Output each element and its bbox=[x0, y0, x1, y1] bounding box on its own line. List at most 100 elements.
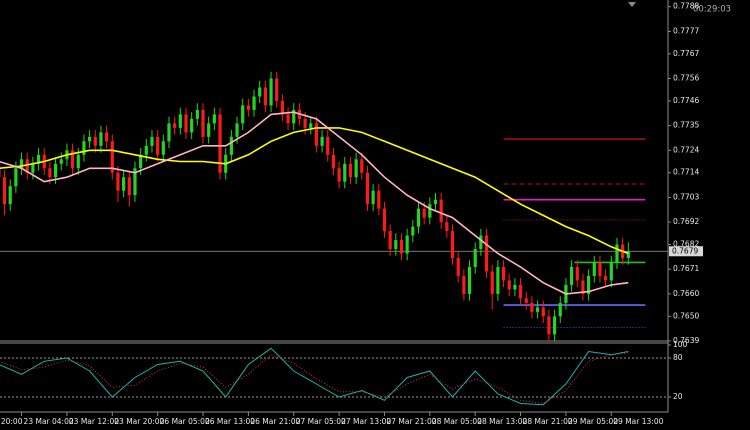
candle-body bbox=[541, 307, 545, 317]
candle-body bbox=[14, 168, 18, 187]
y-tick-label: 0.7714 bbox=[673, 168, 699, 177]
candle-body bbox=[161, 141, 165, 155]
last-price-label: 0.7679 bbox=[672, 246, 698, 255]
candle-body bbox=[36, 154, 41, 164]
candle-body bbox=[263, 87, 267, 106]
candle-body bbox=[195, 109, 199, 119]
y-tick-label: 0.7777 bbox=[673, 26, 699, 35]
candle-body bbox=[19, 159, 24, 169]
y-tick-label: 0.7650 bbox=[673, 311, 699, 320]
x-tick-label: 29 Mar 05:00 bbox=[568, 417, 618, 426]
y-tick-label: 0.7767 bbox=[673, 49, 699, 58]
candle-body bbox=[326, 136, 330, 155]
last-price-box bbox=[669, 246, 703, 257]
candle-body bbox=[456, 257, 460, 276]
candle-body bbox=[110, 141, 114, 173]
candle-body bbox=[178, 114, 182, 128]
server-clock: 00:29:03 bbox=[693, 5, 731, 15]
candle-body bbox=[252, 96, 256, 110]
y-tick-label: 0.7639 bbox=[673, 336, 699, 345]
candle-body bbox=[218, 114, 222, 173]
candle-body bbox=[479, 235, 483, 250]
candle-body bbox=[133, 168, 137, 196]
y-tick-label: 80 bbox=[673, 353, 683, 362]
candle-body bbox=[501, 266, 506, 281]
candle-body bbox=[207, 123, 211, 137]
candle-body bbox=[8, 186, 12, 205]
candle-body bbox=[428, 204, 432, 218]
y-tick-label: 0.7788 bbox=[673, 2, 699, 11]
x-tick-label: 23 Mar 20:00 bbox=[114, 417, 164, 426]
candle-body bbox=[382, 208, 387, 232]
candle-body bbox=[59, 159, 63, 164]
candle-body bbox=[371, 190, 375, 205]
candle-body bbox=[184, 114, 188, 133]
y-tick-label: 20 bbox=[673, 392, 683, 401]
candle-body bbox=[592, 262, 596, 276]
candle-body bbox=[246, 105, 250, 110]
y-tick-label: 0.7692 bbox=[673, 217, 699, 226]
x-tick-label: 23 Mar 04:00 bbox=[24, 417, 74, 426]
shift-marker bbox=[628, 2, 636, 7]
candle-body bbox=[433, 199, 438, 205]
candle-body bbox=[348, 163, 353, 178]
y-tick-label: 0.7724 bbox=[673, 145, 699, 154]
candle-body bbox=[354, 159, 358, 178]
candle-body bbox=[258, 87, 262, 97]
oscillator-line bbox=[0, 352, 629, 405]
y-tick-label: 100 bbox=[673, 340, 688, 349]
x-tick-label: 27 Mar 21:00 bbox=[386, 417, 436, 426]
candle-body bbox=[473, 249, 477, 267]
candle-body bbox=[558, 302, 562, 317]
x-tick-label: 23 Mar 12:00 bbox=[69, 417, 119, 426]
candle-body bbox=[615, 244, 619, 263]
candle-body bbox=[235, 123, 239, 137]
candle-body bbox=[139, 154, 143, 169]
candle-body bbox=[241, 105, 245, 124]
candle-body bbox=[484, 235, 489, 272]
candle-body bbox=[156, 136, 160, 155]
x-tick-label: 20:00 bbox=[1, 417, 23, 426]
y-tick-label: 0.7703 bbox=[673, 192, 699, 201]
candle-body bbox=[604, 275, 608, 281]
y-tick-label: 0.7746 bbox=[673, 96, 699, 105]
candle-body bbox=[331, 154, 336, 169]
candle-body bbox=[399, 240, 404, 254]
candle-body bbox=[343, 163, 347, 182]
candle-body bbox=[99, 132, 103, 146]
candle-body bbox=[587, 275, 591, 294]
candle-body bbox=[2, 177, 7, 205]
candle-body bbox=[416, 208, 421, 227]
candle-body bbox=[337, 168, 341, 182]
candle-body bbox=[76, 154, 80, 169]
candle-body bbox=[309, 123, 313, 128]
x-tick-label: 28 Mar 13:00 bbox=[477, 417, 527, 426]
y-tick-label: 0.7671 bbox=[673, 264, 699, 273]
candle-body bbox=[150, 136, 154, 146]
candle-body bbox=[48, 168, 52, 178]
candle-body bbox=[365, 172, 370, 205]
x-tick-label: 26 Mar 05:00 bbox=[160, 417, 210, 426]
x-tick-label: 27 Mar 05:00 bbox=[296, 417, 346, 426]
candle-body bbox=[127, 177, 131, 196]
candle-body bbox=[292, 109, 296, 124]
x-tick-label: 28 Mar 21:00 bbox=[523, 417, 573, 426]
candle-body bbox=[25, 159, 29, 173]
candle-body bbox=[575, 266, 579, 281]
candle-body bbox=[422, 208, 426, 218]
candle-body bbox=[269, 78, 273, 106]
candle-body bbox=[490, 271, 494, 294]
x-tick-label: 26 Mar 13:00 bbox=[205, 417, 255, 426]
x-tick-label: 26 Mar 21:00 bbox=[250, 417, 300, 426]
candle-body bbox=[82, 141, 86, 155]
y-tick-label: 0.7756 bbox=[673, 74, 699, 83]
y-tick-label: 0.7660 bbox=[673, 289, 699, 298]
candle-body bbox=[275, 78, 279, 101]
candle-body bbox=[212, 114, 216, 124]
candle-body bbox=[394, 240, 398, 250]
candle-body bbox=[314, 123, 319, 146]
candle-body bbox=[439, 199, 443, 223]
candle-body bbox=[552, 316, 557, 335]
